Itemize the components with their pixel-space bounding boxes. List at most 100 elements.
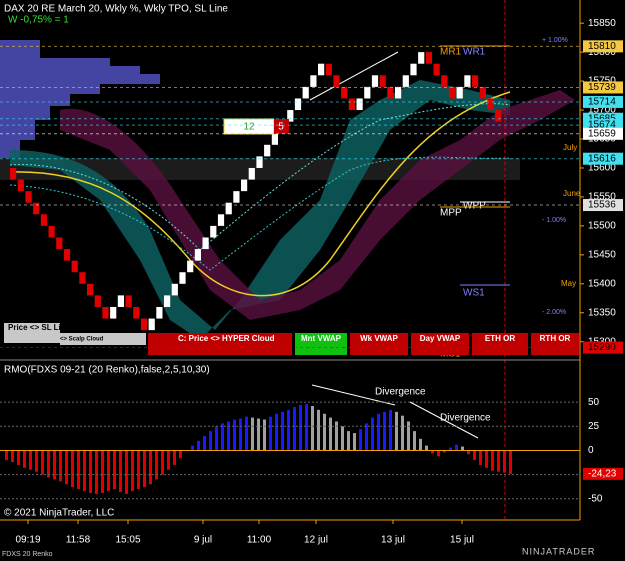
indicator-bar	[347, 431, 350, 451]
brick	[495, 110, 502, 122]
button[interactable]	[60, 333, 146, 345]
button[interactable]	[411, 333, 469, 355]
indicator-bar	[449, 447, 452, 451]
indicator-bar	[425, 445, 428, 451]
brick	[63, 249, 71, 261]
indicator-bar	[293, 406, 296, 451]
brick	[402, 75, 409, 87]
indicator-bar	[83, 450, 86, 492]
button[interactable]	[148, 333, 292, 355]
y-tick-label: 15550	[588, 192, 616, 203]
button[interactable]	[4, 323, 60, 343]
y-tick-label: 15400	[588, 278, 616, 289]
brick	[302, 86, 309, 99]
indicator-bar	[395, 411, 398, 451]
annotation: Divergence	[375, 387, 426, 398]
brick	[10, 167, 17, 180]
brick	[125, 295, 132, 307]
indicator-bar	[71, 450, 74, 488]
brick	[225, 202, 232, 215]
indicator-bar	[311, 406, 314, 451]
indicator-bar	[17, 450, 20, 465]
indicator-bar	[407, 421, 410, 451]
x-tick-label: 15:05	[115, 535, 140, 546]
indicator-bar	[23, 450, 26, 468]
brick	[117, 295, 124, 307]
brick	[187, 260, 194, 273]
x-tick-label: 12 jul	[304, 535, 328, 546]
indicator-bar	[113, 450, 116, 490]
indicator-bar	[209, 431, 212, 451]
brick	[194, 249, 201, 261]
indicator-bar	[335, 421, 338, 451]
brick	[318, 63, 325, 76]
brick	[433, 63, 440, 76]
annotation: June	[563, 189, 581, 198]
level-box	[583, 40, 623, 53]
indicator-bar	[191, 445, 194, 451]
brick	[256, 156, 263, 168]
brick	[33, 202, 40, 215]
indicator-bar	[77, 450, 80, 490]
indicator-bar	[329, 417, 332, 451]
brick	[133, 306, 140, 319]
brick	[472, 75, 479, 87]
indicator-bar	[257, 418, 260, 451]
y-tick-label: 50	[588, 397, 600, 408]
indicator-bar	[65, 450, 68, 485]
annotation: + 1.00%	[542, 37, 568, 44]
brick	[48, 225, 55, 238]
brick	[341, 86, 348, 99]
indicator-bar	[251, 417, 254, 451]
brick	[487, 98, 494, 111]
brick	[94, 295, 101, 307]
indicator-title: RMO(FDXS 09-21 (20 Renko),false,2,5,10,3…	[4, 365, 210, 376]
indicator-bar	[221, 423, 224, 451]
indicator-bar	[323, 413, 326, 451]
indicator-bar	[413, 431, 416, 451]
indicator-bar	[197, 440, 200, 451]
indicator-bar	[455, 444, 458, 451]
indicator-bar	[281, 411, 284, 451]
x-tick-label: 09:19	[15, 535, 40, 546]
level-label: 15674	[588, 120, 616, 131]
y-tick-label: 15350	[588, 307, 616, 318]
indicator-bar	[479, 450, 482, 465]
indicator-bar	[485, 450, 488, 468]
indicator-bar	[503, 450, 506, 473]
button[interactable]	[531, 333, 579, 355]
indicator-bar	[155, 450, 158, 480]
indicator-bar	[461, 446, 464, 451]
chart-title: DAX 20 RE March 20, Wkly %, Wkly TPO, SL…	[4, 4, 228, 15]
indicator-bar	[161, 450, 164, 475]
brick	[102, 306, 109, 319]
annotation: MR1	[440, 47, 462, 58]
brick	[425, 52, 432, 64]
y-tick-label: 15500	[588, 221, 616, 232]
annotation: - 1.00%	[542, 217, 566, 224]
button[interactable]	[350, 333, 408, 355]
trend-line	[309, 51, 399, 101]
indicator-bar	[383, 411, 386, 451]
indicator-bar	[239, 418, 242, 451]
y-tick-label: -50	[588, 493, 603, 504]
brick	[241, 179, 248, 192]
bricks	[10, 52, 502, 331]
indicator-bar	[353, 433, 356, 451]
indicator-bar	[227, 421, 230, 451]
annotation: MPP	[440, 208, 462, 219]
button-label: Wk VWAP	[360, 334, 398, 343]
trend-line	[409, 401, 479, 439]
brick	[379, 75, 386, 87]
brick	[356, 98, 363, 111]
indicator-bar	[299, 405, 302, 451]
button[interactable]	[295, 333, 347, 355]
button[interactable]	[472, 333, 528, 355]
indicator-bar	[317, 409, 320, 451]
brick	[171, 283, 178, 296]
brick	[456, 86, 463, 99]
brick	[233, 191, 240, 203]
indicator-bar	[305, 404, 308, 451]
